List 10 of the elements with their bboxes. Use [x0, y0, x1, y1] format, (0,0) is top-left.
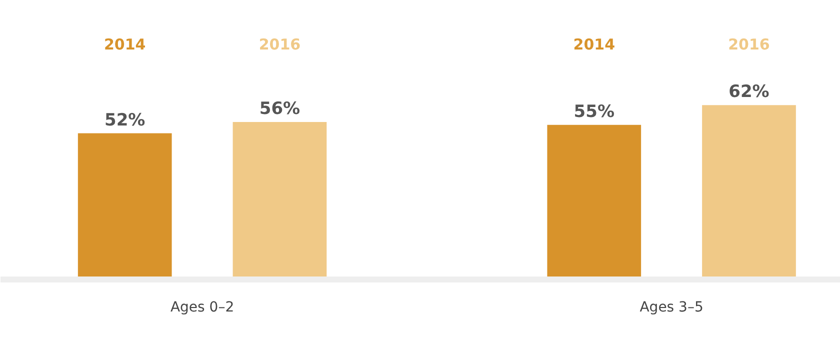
text: 2014	[104, 36, 146, 54]
data-label: 62%	[728, 82, 770, 102]
text: 2016	[258, 36, 301, 54]
x-tick-label: Ages 0–2	[170, 300, 234, 316]
data-label: 52%	[104, 110, 146, 130]
x-tick-label: Ages 3–5	[640, 300, 704, 316]
data-label: 55%	[574, 102, 614, 122]
data-label: 56%	[259, 99, 300, 119]
text: 2014	[573, 36, 616, 54]
text: 2016	[728, 36, 770, 54]
